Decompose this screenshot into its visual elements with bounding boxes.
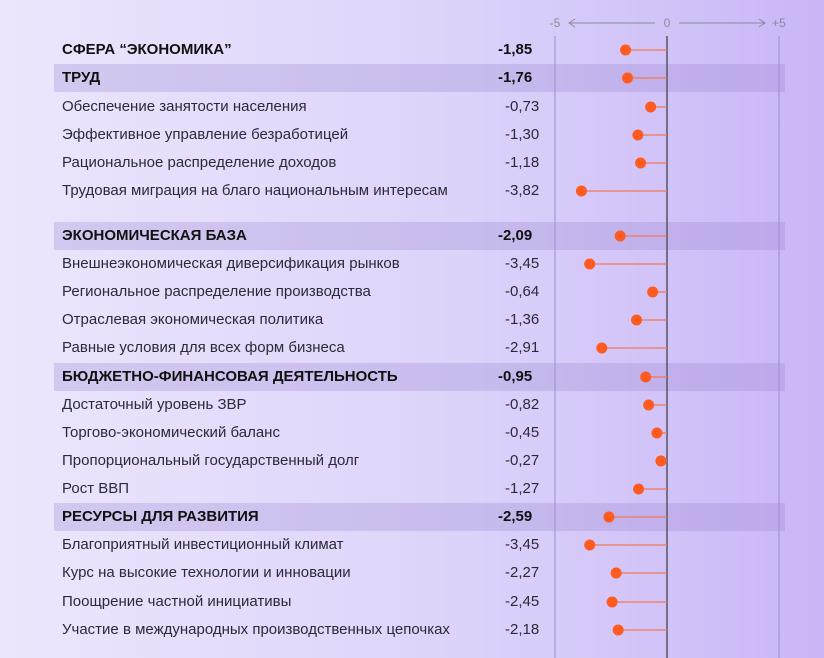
- lollipop-dot: [640, 371, 652, 383]
- lollipop-dot: [610, 567, 622, 579]
- value-label: -1,30: [505, 126, 540, 143]
- value-label: -1,85: [498, 41, 533, 58]
- lollipop-dot: [651, 427, 663, 439]
- lollipop-dot: [603, 511, 615, 523]
- value-label: -2,27: [505, 564, 540, 581]
- x-tick-label: 0: [664, 16, 671, 30]
- value-label: -0,64: [505, 283, 540, 300]
- lollipop-dot: [631, 314, 643, 326]
- value-label: -3,45: [505, 255, 540, 272]
- value-label: -1,36: [505, 311, 540, 328]
- value-label: -2,59: [498, 508, 533, 525]
- indicator-label: Торгово-экономический баланс: [62, 424, 280, 441]
- axis-arrowhead-left: [568, 18, 576, 28]
- category-label: СФЕРА “ЭКОНОМИКА”: [62, 41, 232, 58]
- lollipop-dot: [606, 596, 618, 608]
- lollipop-dot: [643, 399, 655, 411]
- lollipop-dot: [612, 624, 624, 636]
- value-label: -2,91: [505, 339, 540, 356]
- category-label: БЮДЖЕТНО-ФИНАНСОВАЯ ДЕЯТЕЛЬНОСТЬ: [62, 368, 398, 385]
- value-label: -3,45: [505, 536, 540, 553]
- value-label: -0,95: [498, 368, 533, 385]
- indicator-label: Региональное распределение производства: [62, 283, 371, 300]
- indicator-label: Рост ВВП: [62, 480, 130, 497]
- x-tick-label: +5: [772, 16, 786, 30]
- lollipop-dot: [575, 185, 587, 197]
- value-label: -2,09: [498, 227, 533, 244]
- indicator-label: Достаточный уровень ЗВР: [62, 396, 247, 413]
- lollipop-dot: [635, 157, 647, 169]
- value-label: -2,45: [505, 593, 540, 610]
- value-label: -0,27: [505, 452, 540, 469]
- lollipop-dot: [584, 539, 596, 551]
- lollipop-dot: [622, 72, 634, 84]
- lollipop-dot: [614, 230, 626, 242]
- lollipop-dot: [633, 483, 645, 495]
- indicator-label: Пропорциональный государственный долг: [62, 452, 360, 469]
- indicator-label: Участие в международных производственных…: [62, 621, 450, 638]
- lollipop-dot: [645, 101, 657, 113]
- value-label: -2,18: [505, 621, 540, 638]
- value-label: -0,45: [505, 424, 540, 441]
- category-label: ТРУД: [62, 69, 101, 86]
- lollipop-dot: [584, 258, 596, 270]
- x-tick-label: -5: [550, 16, 561, 30]
- lollipop-dot: [647, 286, 659, 298]
- value-label: -1,18: [505, 154, 540, 171]
- indicator-label: Равные условия для всех форм бизнеса: [62, 339, 345, 356]
- axis-arrowhead-right: [758, 18, 766, 28]
- value-label: -0,73: [505, 98, 540, 115]
- value-label: -1,76: [498, 69, 533, 86]
- indicator-label: Эффективное управление безработицей: [62, 126, 349, 143]
- indicator-label: Обеспечение занятости населения: [62, 98, 307, 115]
- category-label: РЕСУРСЫ ДЛЯ РАЗВИТИЯ: [62, 508, 259, 525]
- lollipop-dot: [632, 129, 644, 141]
- lollipop-dot: [620, 44, 632, 56]
- indicator-label: Курс на высокие технологии и инновации: [62, 564, 351, 581]
- indicator-label: Отраслевая экономическая политика: [62, 311, 324, 328]
- category-label: ЭКОНОМИЧЕСКАЯ БАЗА: [62, 227, 247, 244]
- indicator-label: Благоприятный инвестиционный климат: [62, 536, 344, 553]
- indicator-label: Рациональное распределение доходов: [62, 154, 337, 171]
- lollipop-dot: [596, 342, 608, 354]
- value-label: -0,82: [505, 396, 540, 413]
- indicator-label: Поощрение частной инициативы: [62, 593, 292, 610]
- lollipop-dot: [655, 455, 667, 467]
- indicator-label: Трудовая миграция на благо национальным …: [62, 182, 448, 199]
- indicator-label: Внешнеэкономическая диверсификация рынко…: [62, 255, 400, 272]
- value-label: -1,27: [505, 480, 540, 497]
- value-label: -3,82: [505, 182, 540, 199]
